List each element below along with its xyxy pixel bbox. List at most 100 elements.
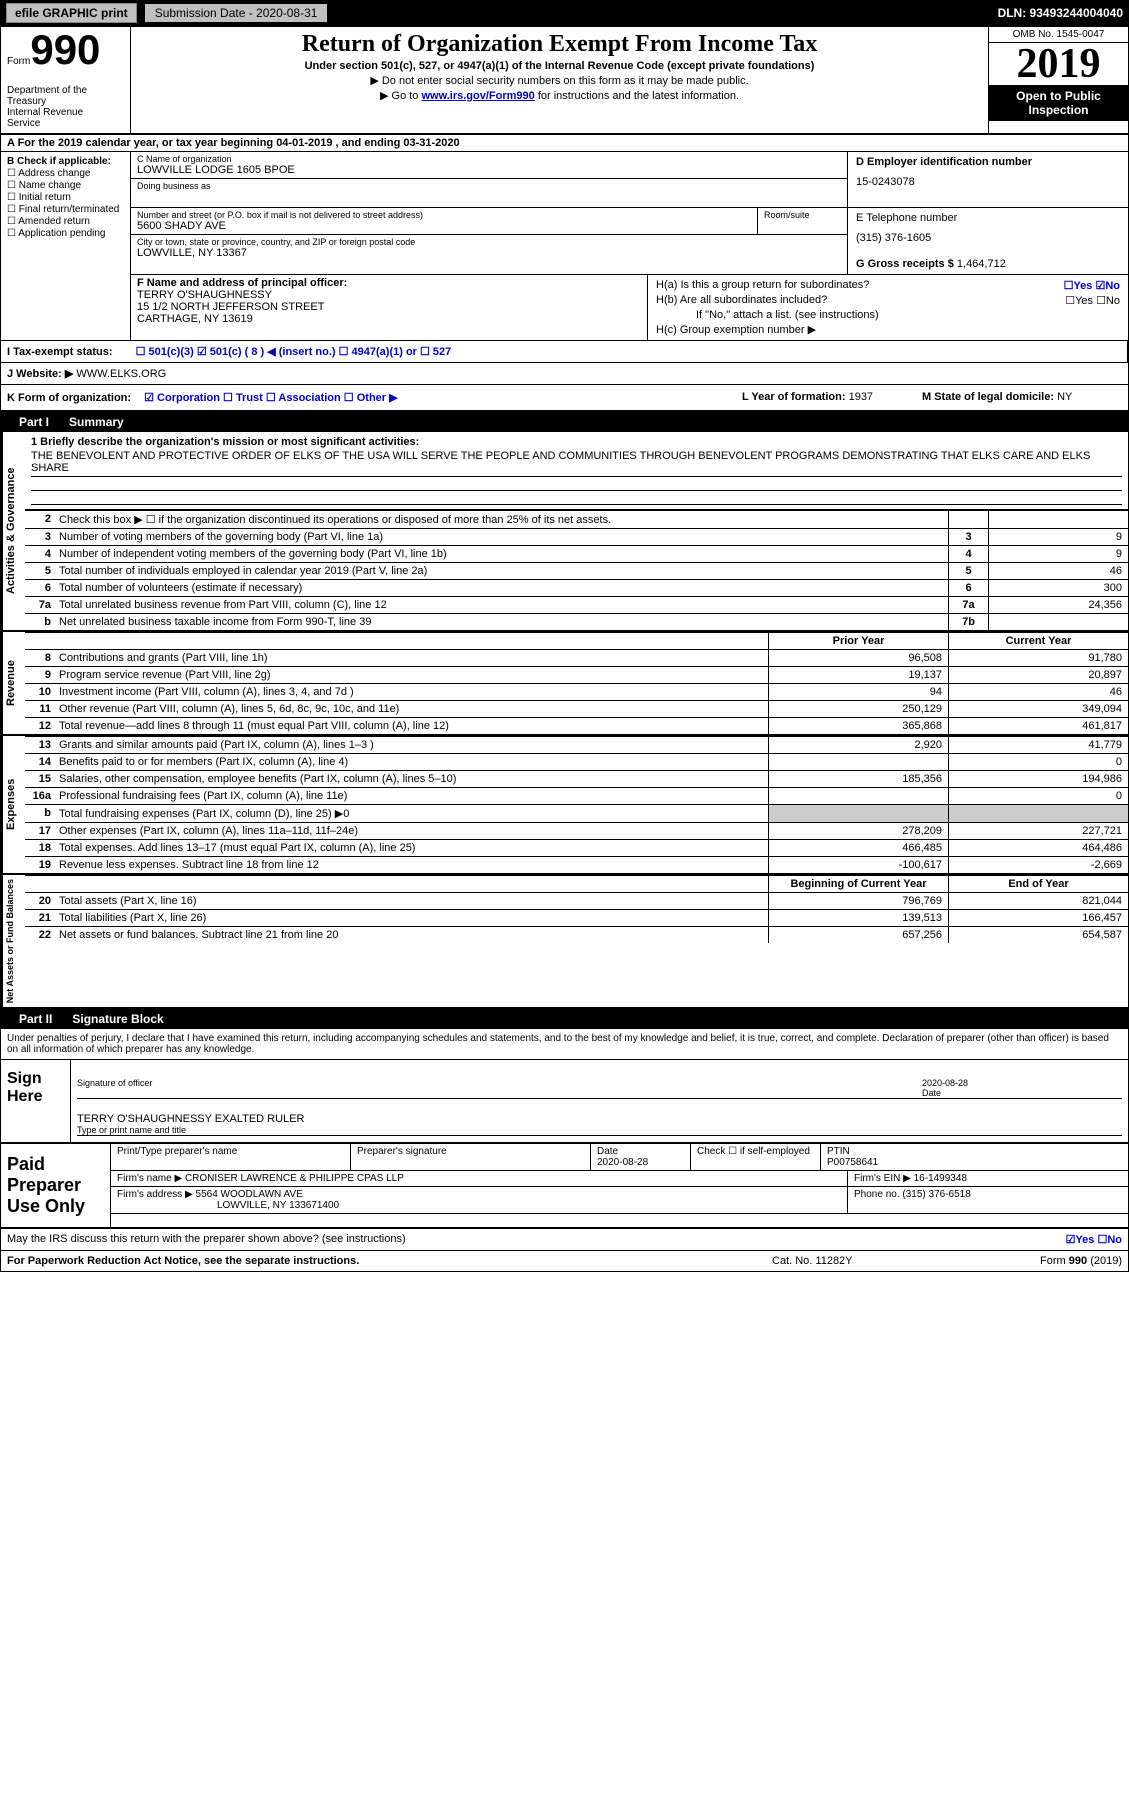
dba-cell: Doing business as	[131, 179, 847, 207]
discuss-row: May the IRS discuss this return with the…	[1, 1229, 1128, 1251]
mission-label: 1 Briefly describe the organization's mi…	[31, 436, 419, 448]
discuss-answer[interactable]: ☑Yes ☐No	[1066, 1233, 1122, 1246]
org-form-opts[interactable]: ☑ Corporation ☐ Trust ☐ Association ☐ Ot…	[144, 392, 397, 404]
dept-label: Department of theTreasuryInternal Revenu…	[7, 85, 124, 129]
sig-date: 2020-08-28Date	[922, 1066, 1122, 1098]
submission-date-label: Submission Date - 2020-08-31	[145, 4, 328, 22]
city-label: City or town, state or province, country…	[137, 237, 841, 247]
discuss-text: May the IRS discuss this return with the…	[7, 1233, 1066, 1246]
part1-header: Part ISummary	[1, 412, 1128, 432]
chk-amended[interactable]: ☐ Amended return	[7, 216, 124, 227]
ein-label: D Employer identification number	[856, 156, 1032, 168]
sum-row: b Net unrelated business taxable income …	[25, 613, 1128, 630]
h-a-answer[interactable]: ☐Yes ☑No	[1064, 279, 1120, 292]
rev-col-headers: Prior Year Current Year	[25, 632, 1128, 649]
col-c: C Name of organization LOWVILLE LODGE 16…	[131, 152, 848, 207]
part2-header: Part IISignature Block	[1, 1009, 1128, 1029]
chk-app-pending[interactable]: ☐ Application pending	[7, 228, 124, 239]
chk-initial-return[interactable]: ☐ Initial return	[7, 192, 124, 203]
form-note-2: ▶ Go to www.irs.gov/Form990 for instruct…	[139, 89, 980, 102]
fin-row: 8 Contributions and grants (Part VIII, l…	[25, 649, 1128, 666]
cd-bot: F Name and address of principal officer:…	[131, 275, 1128, 340]
row-i: I Tax-exempt status: ☐ 501(c)(3) ☑ 501(c…	[1, 341, 1128, 363]
gross-receipts: G Gross receipts $ 1,464,712	[856, 258, 1120, 270]
side-governance: Activities & Governance	[1, 432, 25, 630]
prep-date: Date2020-08-28	[591, 1144, 691, 1170]
h-b-answer[interactable]: ☐Yes ☐No	[1065, 294, 1120, 307]
year-box: OMB No. 1545-0047 2019 Open to Public In…	[988, 27, 1128, 133]
chk-address-change[interactable]: ☐ Address change	[7, 168, 124, 179]
form-word: Form	[7, 56, 30, 67]
end-year-header: End of Year	[948, 876, 1128, 892]
tax-exempt-opts[interactable]: ☐ 501(c)(3) ☑ 501(c) ( 8 ) ◀ (insert no.…	[136, 346, 452, 358]
fin-row: 17 Other expenses (Part IX, column (A), …	[25, 822, 1128, 839]
officer-name-title: TERRY O'SHAUGHNESSY EXALTED RULER Type o…	[77, 1101, 1122, 1135]
room-suite-cell: Room/suite	[757, 208, 847, 234]
fin-row: 12 Total revenue—add lines 8 through 11 …	[25, 717, 1128, 734]
irs-link[interactable]: www.irs.gov/Form990	[421, 90, 534, 102]
form-note-1: ▶ Do not enter social security numbers o…	[139, 74, 980, 87]
dba-label: Doing business as	[137, 181, 841, 191]
summary-expenses: Expenses 13 Grants and similar amounts p…	[1, 736, 1128, 875]
phone-label: E Telephone number	[856, 212, 1120, 224]
sign-here-label: Sign Here	[1, 1060, 71, 1142]
paid-preparer-label: Paid Preparer Use Only	[1, 1144, 111, 1227]
prep-self-emp[interactable]: Check ☐ if self-employed	[691, 1144, 821, 1170]
fin-row: 11 Other revenue (Part VIII, column (A),…	[25, 700, 1128, 717]
officer-name: TERRY O'SHAUGHNESSY	[137, 289, 641, 301]
form-container: Form990 Department of theTreasuryInterna…	[0, 26, 1129, 1272]
fin-row: 14 Benefits paid to or for members (Part…	[25, 753, 1128, 770]
fin-row: 21 Total liabilities (Part X, line 26) 1…	[25, 909, 1128, 926]
chk-final-return[interactable]: ☐ Final return/terminated	[7, 204, 124, 215]
side-revenue: Revenue	[1, 632, 25, 734]
col-e-phone: E Telephone number (315) 376-1605 G Gros…	[848, 208, 1128, 274]
side-expenses: Expenses	[1, 736, 25, 873]
col-l: L Year of formation: 1937	[742, 391, 922, 404]
footer: For Paperwork Reduction Act Notice, see …	[1, 1251, 1128, 1271]
firm-ein: Firm's EIN ▶ 16-1499348	[848, 1171, 1128, 1186]
footer-catno: Cat. No. 11282Y	[772, 1255, 972, 1267]
addr-street-row: Number and street (or P.O. box if mail i…	[131, 208, 847, 235]
summary-revenue: Revenue Prior Year Current Year 8 Contri…	[1, 632, 1128, 736]
website-value: WWW.ELKS.ORG	[76, 368, 166, 380]
chk-name-change[interactable]: ☐ Name change	[7, 180, 124, 191]
b-header: B Check if applicable:	[7, 156, 111, 167]
fin-row: 10 Investment income (Part VIII, column …	[25, 683, 1128, 700]
sum-row: 5 Total number of individuals employed i…	[25, 562, 1128, 579]
header-row: Form990 Department of theTreasuryInterna…	[1, 27, 1128, 135]
col-d-ein: D Employer identification number 15-0243…	[848, 152, 1128, 207]
tax-year: 2019	[989, 43, 1128, 85]
col-h: H(a) Is this a group return for subordin…	[648, 275, 1128, 340]
col-m: M State of legal domicile: NY	[922, 391, 1122, 404]
footer-paperwork: For Paperwork Reduction Act Notice, see …	[7, 1255, 772, 1267]
beg-year-header: Beginning of Current Year	[768, 876, 948, 892]
sig-declaration: Under penalties of perjury, I declare th…	[1, 1029, 1128, 1060]
sign-here-block: Sign Here Signature of officer 2020-08-2…	[1, 1060, 1128, 1144]
efile-print-button[interactable]: efile GRAPHIC print	[6, 3, 137, 23]
title-box: Return of Organization Exempt From Incom…	[131, 27, 988, 133]
fin-row: 18 Total expenses. Add lines 13–17 (must…	[25, 839, 1128, 856]
prep-name-label: Print/Type preparer's name	[111, 1144, 351, 1170]
tax-exempt-status: I Tax-exempt status: ☐ 501(c)(3) ☑ 501(c…	[1, 341, 1128, 362]
fin-row: 19 Revenue less expenses. Subtract line …	[25, 856, 1128, 873]
col-address: Number and street (or P.O. box if mail i…	[131, 208, 848, 274]
form-number: 990	[30, 26, 100, 73]
mission-block: 1 Briefly describe the organization's mi…	[25, 432, 1128, 510]
open-public-banner: Open to Public Inspection	[989, 85, 1128, 121]
fin-row: b Total fundraising expenses (Part IX, c…	[25, 804, 1128, 822]
firm-name: Firm's name ▶ CRONISER LAWRENCE & PHILIP…	[111, 1171, 848, 1186]
city-value: LOWVILLE, NY 13367	[137, 247, 841, 259]
col-f-officer: F Name and address of principal officer:…	[131, 275, 648, 340]
h-b-note: If "No," attach a list. (see instruction…	[656, 309, 1120, 321]
sig-officer-label: Signature of officer	[77, 1066, 922, 1098]
row-j-website: J Website: ▶ WWW.ELKS.ORG	[1, 363, 1128, 385]
side-netassets: Net Assets or Fund Balances	[1, 875, 25, 1007]
h-c: H(c) Group exemption number ▶	[656, 323, 1120, 336]
fin-row: 16a Professional fundraising fees (Part …	[25, 787, 1128, 804]
org-name: LOWVILLE LODGE 1605 BPOE	[137, 164, 841, 176]
firm-addr: Firm's address ▶ 5564 WOODLAWN AVELOWVIL…	[111, 1187, 848, 1213]
phone-value: (315) 376-1605	[856, 232, 1120, 244]
fin-row: 15 Salaries, other compensation, employe…	[25, 770, 1128, 787]
summary-netassets: Net Assets or Fund Balances Beginning of…	[1, 875, 1128, 1009]
officer-label: F Name and address of principal officer:	[137, 277, 347, 289]
